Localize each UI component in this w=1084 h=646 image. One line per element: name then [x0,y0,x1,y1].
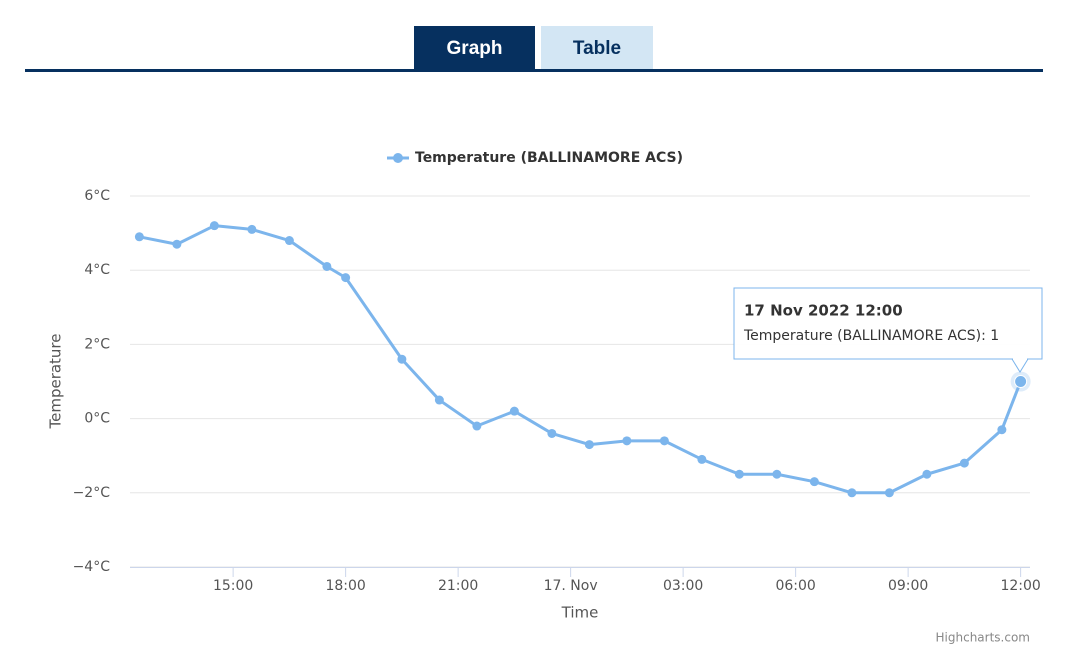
point [659,436,669,446]
x-tick-label: 12:00 [1000,578,1040,594]
point [847,488,857,498]
y-tick-label: −4°C [73,559,111,575]
point [622,436,632,446]
tooltip-patch [1013,357,1027,360]
credits[interactable]: Highcharts.com [936,631,1030,645]
x-tick-label: 06:00 [775,578,815,594]
y-tick-label: 0°C [84,411,110,427]
tooltip-text: Temperature (BALLINAMORE ACS): 1 [743,328,999,344]
point [1014,375,1028,388]
y-tick-label: 2°C [84,336,110,352]
x-tick-label: 21:00 [438,578,478,594]
x-tick-label: 18:00 [325,578,365,594]
x-axis-title: Time [561,604,599,622]
point [247,224,257,234]
table-tab[interactable]: Table [541,26,653,70]
legend-marker [393,153,403,163]
point [209,221,219,231]
y-tick-label: −2°C [73,485,111,501]
point [284,236,294,246]
point [809,477,819,487]
x-tick-label: 03:00 [663,578,703,594]
x-tick-label: 15:00 [213,578,253,594]
tab-underline [25,69,1043,72]
tooltip-title: 17 Nov 2022 12:00 [744,302,903,320]
point [922,469,932,479]
x-tick-label: 17. Nov [544,578,598,594]
point [772,469,782,479]
point [397,354,407,364]
y-tick-label: 6°C [84,188,110,204]
point [341,273,351,283]
legend-label[interactable]: Temperature (BALLINAMORE ACS) [415,150,683,166]
y-axis-title: Temperature [47,333,65,429]
y-tick-label: 4°C [84,262,110,278]
graph-tab[interactable]: Graph [414,26,535,70]
point [434,395,444,405]
point [322,261,332,271]
point [584,440,594,450]
point [134,232,144,242]
point [997,425,1007,435]
x-tick-label: 09:00 [888,578,928,594]
tooltip-pointer [1011,358,1029,373]
point [734,469,744,479]
point [959,458,969,468]
point [472,421,482,431]
point [509,406,519,416]
point [172,239,182,249]
point [697,454,707,464]
tooltip-box [733,287,1043,360]
point [547,428,557,438]
point [884,488,894,498]
